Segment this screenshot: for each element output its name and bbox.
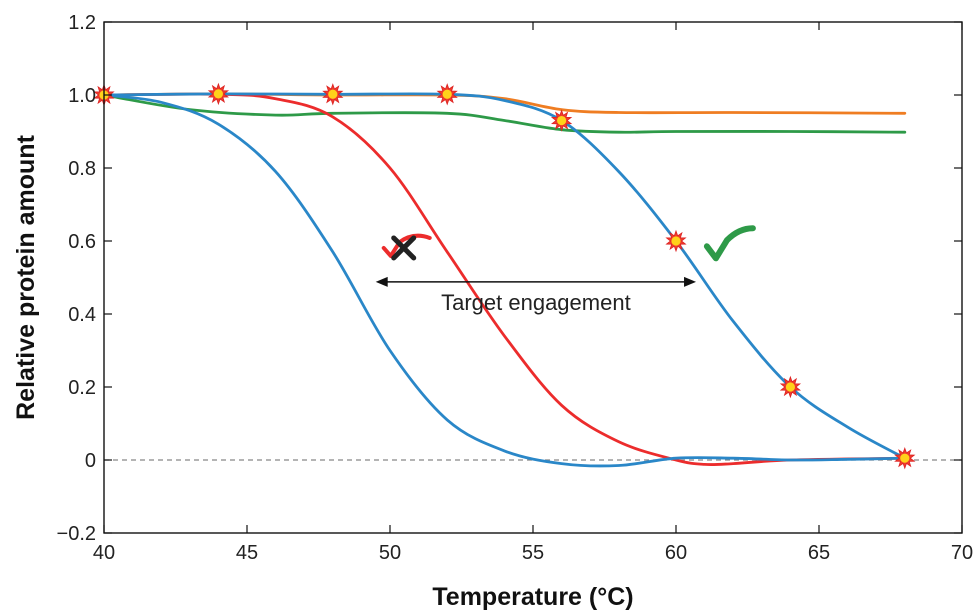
y-tick-label-2: 0.2: [68, 377, 96, 399]
x-tick-label-5: 65: [808, 542, 830, 564]
marker-layer: [93, 82, 916, 470]
series-line-4: [102, 92, 907, 460]
annotation-label: Target engagement: [441, 290, 631, 315]
crossed-check-icon: [381, 233, 432, 261]
y-tick-label-5: 0.8: [68, 158, 96, 180]
annotation-layer: Target engagement: [375, 225, 756, 315]
data-marker-2: [322, 83, 344, 106]
y-tick-label-6: 1.0: [68, 85, 96, 107]
series-layer: [102, 92, 907, 468]
check-icon: [703, 225, 756, 262]
data-marker-1: [207, 82, 230, 106]
x-tick-label-6: 70: [951, 542, 973, 564]
x-axis-title: Temperature (°C): [432, 583, 633, 611]
arrow-head-left: [375, 276, 388, 287]
x-tick-label-4: 60: [665, 542, 687, 564]
axis-layer: 40 45 50 55 60 65 70 −0.2 0 0.2 0.4 0.6 0.8 1.0 1.2: [57, 12, 974, 564]
data-marker-4: [550, 109, 573, 132]
y-tick-label-7: 1.2: [68, 12, 96, 34]
data-marker-5: [665, 229, 687, 253]
arrow-head-right: [684, 276, 697, 287]
x-tick-label-2: 50: [379, 542, 401, 564]
y-tick-label-3: 0.4: [68, 304, 96, 326]
x-tick-label-3: 55: [522, 542, 544, 564]
plot-frame: [103, 21, 963, 534]
data-marker-7: [894, 447, 916, 470]
x-tick-label-0: 40: [93, 542, 115, 564]
y-tick-label-1: 0: [85, 450, 96, 472]
data-marker-6: [779, 375, 802, 399]
axis-title-layer: Temperature (°C) Relative protein amount: [12, 134, 634, 611]
series-line-3: [102, 93, 907, 468]
series-line-2: [102, 92, 907, 467]
x-tick-label-1: 45: [236, 542, 258, 564]
series-line-1: [102, 93, 907, 134]
y-tick-label-0: −0.2: [57, 523, 96, 545]
data-marker-3: [436, 83, 458, 106]
y-axis-title: Relative protein amount: [12, 134, 40, 419]
y-tick-label-4: 0.6: [68, 231, 96, 253]
